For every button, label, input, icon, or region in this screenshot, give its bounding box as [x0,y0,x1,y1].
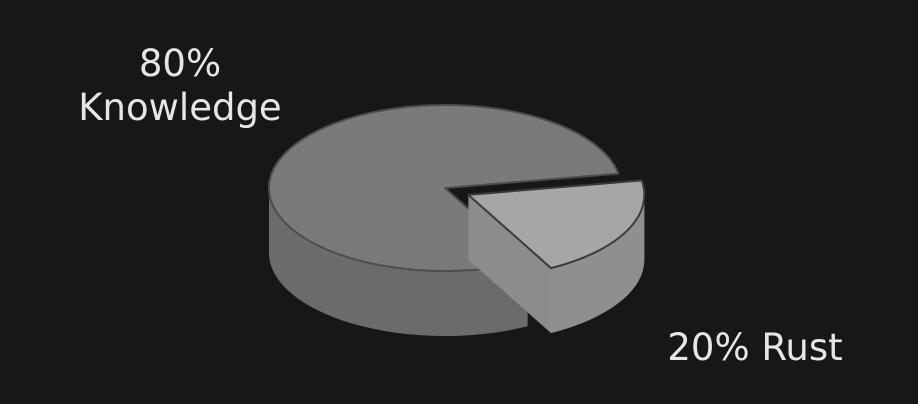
knowledge-percent-label: 80% [138,42,222,85]
rust-slice-label: 20% Rust [667,326,843,369]
knowledge-slice-label: 80% Knowledge [60,42,300,130]
pie-slice-rust-cut-face [468,194,551,334]
pie-slice-rust [467,179,646,270]
pie-slice-knowledge-side [269,188,528,337]
knowledge-name-label: Knowledge [78,86,282,129]
pie-slice-knowledge [267,104,620,273]
pie-slice-rust-side [551,194,645,334]
